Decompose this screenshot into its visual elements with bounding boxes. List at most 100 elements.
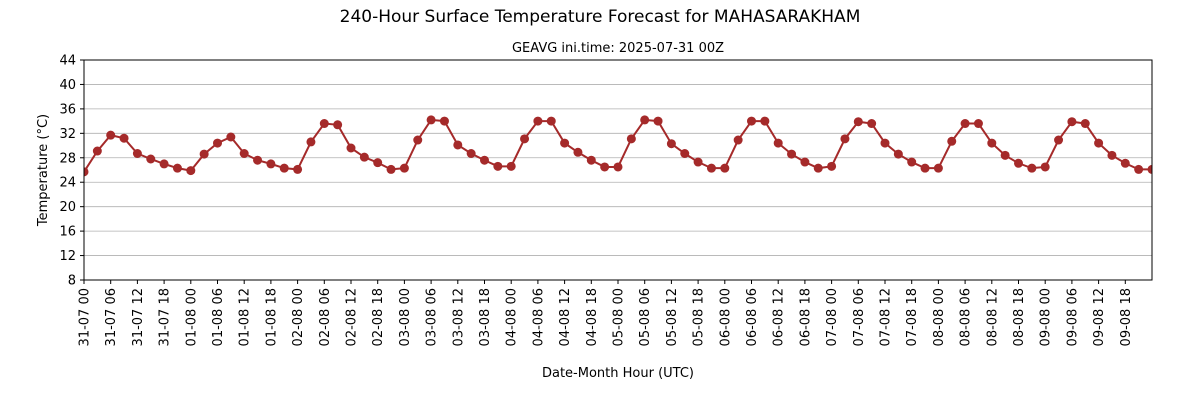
data-point	[1094, 138, 1104, 148]
x-tick-label: 04-08 06	[531, 288, 546, 346]
data-point	[933, 163, 943, 173]
data-point	[893, 149, 903, 159]
data-point	[506, 161, 516, 171]
x-tick-label: 03-08 00	[398, 288, 413, 346]
data-point	[106, 130, 116, 140]
x-tick-label: 06-08 12	[772, 288, 787, 346]
data-point	[186, 166, 196, 176]
data-point	[213, 138, 222, 148]
data-point	[813, 163, 823, 173]
x-tick-label: 04-08 18	[585, 288, 600, 346]
data-point	[480, 155, 489, 165]
y-tick-label: 32	[59, 127, 76, 142]
data-point	[533, 116, 543, 126]
x-tick-label: 31-07 00	[78, 288, 93, 346]
data-point	[493, 161, 503, 171]
data-point	[239, 149, 249, 158]
x-tick-label: 06-08 18	[798, 288, 813, 346]
x-tick-label: 05-08 12	[665, 288, 680, 346]
x-tick-label: 01-08 06	[211, 288, 226, 346]
x-tick-label: 03-08 06	[425, 288, 440, 346]
data-point	[1027, 163, 1037, 173]
x-axis-ticks: 31-07 00 31-07 06 31-07 12 31-07 18 01-08 00…	[78, 280, 1134, 346]
data-point	[840, 134, 850, 144]
x-tick-label: 08-08 18	[1012, 288, 1027, 346]
x-tick-label: 07-08 12	[879, 288, 894, 346]
x-tick-label: 07-08 00	[825, 288, 840, 346]
data-point	[319, 119, 329, 129]
data-point	[1120, 158, 1130, 168]
data-point	[399, 163, 409, 173]
data-point	[773, 138, 783, 148]
x-tick-label: 08-08 00	[932, 288, 947, 346]
data-point	[279, 163, 289, 173]
data-point	[172, 163, 182, 173]
data-point	[373, 158, 383, 168]
data-point	[333, 120, 343, 130]
data-point	[973, 119, 983, 129]
x-tick-label: 05-08 00	[612, 288, 627, 346]
y-tick-label: 28	[59, 151, 76, 166]
x-tick-label: 06-08 06	[745, 288, 760, 346]
x-tick-label: 09-08 06	[1065, 288, 1080, 346]
data-point	[1080, 119, 1090, 129]
data-point	[1067, 117, 1077, 127]
temperature-series	[84, 115, 1152, 177]
y-tick-label: 40	[59, 78, 76, 93]
data-point	[426, 115, 436, 125]
x-tick-label: 08-08 12	[985, 288, 1000, 346]
data-point	[159, 159, 169, 169]
data-point	[84, 167, 89, 177]
y-axis-ticks: 8 12 16 20 24 28 32 36 40 44	[59, 54, 84, 289]
data-point	[827, 161, 837, 171]
data-point	[520, 134, 530, 144]
x-tick-label: 02-08 00	[291, 288, 306, 346]
data-point	[92, 146, 102, 156]
data-point	[680, 149, 690, 158]
data-point	[653, 116, 663, 126]
data-point	[306, 137, 316, 147]
chart-subtitle: GEAVG ini.time: 2025-07-31 00Z	[512, 41, 724, 56]
data-point	[413, 135, 423, 145]
grid-lines	[84, 84, 1152, 256]
x-tick-label: 02-08 06	[318, 288, 333, 346]
data-point	[613, 162, 623, 172]
x-tick-label: 06-08 00	[718, 288, 733, 346]
x-tick-label: 09-08 18	[1119, 288, 1134, 346]
data-point	[253, 155, 263, 165]
x-tick-label: 09-08 00	[1039, 288, 1054, 346]
x-tick-label: 02-08 18	[371, 288, 386, 346]
x-tick-label: 31-07 12	[131, 288, 146, 346]
data-point	[266, 159, 276, 169]
data-point	[439, 116, 449, 126]
data-point	[853, 117, 863, 127]
x-tick-label: 03-08 18	[478, 288, 493, 346]
y-tick-label: 24	[59, 176, 76, 191]
y-tick-label: 8	[68, 274, 76, 289]
series-layer	[84, 115, 1152, 177]
data-point	[293, 164, 303, 174]
data-point	[666, 139, 676, 149]
data-point	[987, 138, 997, 148]
data-point	[386, 164, 396, 174]
data-point	[640, 115, 650, 125]
x-tick-label: 31-07 18	[158, 288, 173, 346]
data-point	[706, 163, 716, 173]
data-point	[1000, 150, 1010, 160]
y-tick-label: 20	[59, 200, 76, 215]
x-tick-label: 07-08 06	[852, 288, 867, 346]
x-tick-label: 31-07 06	[104, 288, 119, 346]
data-point	[146, 154, 156, 164]
x-tick-label: 01-08 00	[184, 288, 199, 346]
data-point	[1040, 162, 1050, 172]
y-tick-label: 44	[59, 54, 76, 69]
data-point	[960, 119, 970, 129]
data-point	[1054, 135, 1064, 145]
x-tick-label: 01-08 18	[264, 288, 279, 346]
y-tick-label: 12	[59, 249, 76, 264]
data-point	[560, 138, 570, 148]
data-point	[760, 116, 770, 126]
data-point	[453, 140, 463, 150]
data-point	[907, 157, 917, 167]
